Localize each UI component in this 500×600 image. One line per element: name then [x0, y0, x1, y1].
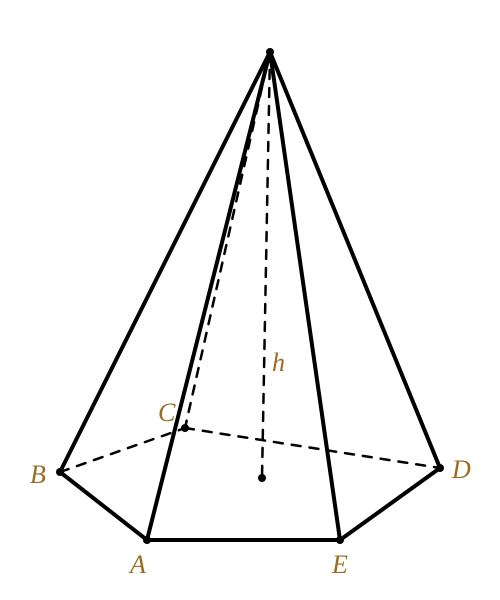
pentagonal-pyramid-diagram	[0, 0, 500, 600]
label-E: E	[332, 550, 348, 580]
label-h: h	[272, 348, 285, 378]
label-C: C	[158, 398, 175, 428]
label-D: D	[452, 455, 471, 485]
label-B: B	[30, 460, 46, 490]
label-A: A	[130, 550, 146, 580]
